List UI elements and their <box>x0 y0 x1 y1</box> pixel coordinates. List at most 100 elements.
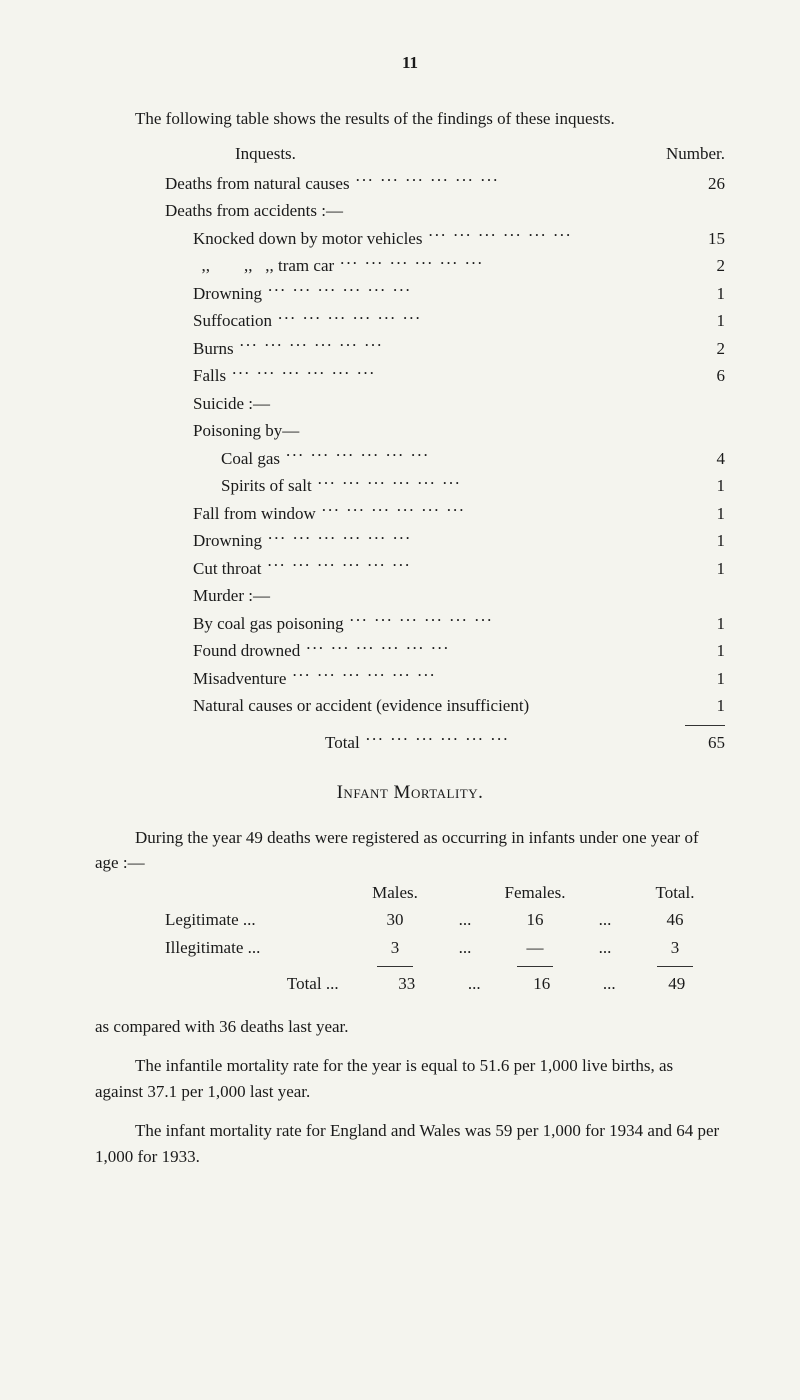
inquests-table: Inquests. Number. Deaths from natural ca… <box>95 141 725 755</box>
inquest-label: Deaths from natural causes <box>165 171 350 197</box>
inquest-row: Suffocation 1 <box>95 308 725 334</box>
inquest-row: Murder :— <box>95 583 725 609</box>
dots <box>278 309 679 326</box>
dots: ... <box>445 907 485 933</box>
infant-t: 3 <box>625 935 725 961</box>
dots: ... <box>585 935 625 961</box>
infant-heading: Infant Mortality. <box>95 779 725 808</box>
infant-f: — <box>485 935 585 961</box>
infant-total-row: Total ... 33 ... 16 ... 49 <box>165 971 725 997</box>
inquest-label: ,, ,, ,, tram car <box>193 253 334 279</box>
inquest-label: By coal gas poisoning <box>193 611 344 637</box>
inquest-row: Coal gas 4 <box>95 446 725 472</box>
dots <box>350 612 679 629</box>
dots <box>240 337 679 354</box>
inquest-num: 2 <box>685 336 725 362</box>
infant-label: Illegitimate ... <box>165 935 345 961</box>
infant-label: Legitimate ... <box>165 907 345 933</box>
inquest-row: Deaths from natural causes 26 <box>95 171 725 197</box>
total-rule <box>685 725 725 726</box>
dots: ... <box>455 971 494 997</box>
inquest-num: 1 <box>685 473 725 499</box>
inquest-label: Coal gas <box>221 446 280 472</box>
inquest-label: Suffocation <box>193 308 272 334</box>
inquest-label: Fall from window <box>193 501 316 527</box>
inquests-header: Inquests. Number. <box>95 141 725 167</box>
inquest-row: Natural causes or accident (evidence ins… <box>95 693 725 719</box>
inquest-row: Drowning 1 <box>95 281 725 307</box>
dots <box>356 172 679 189</box>
inquest-label: Drowning <box>193 528 262 554</box>
col-total: Total. <box>625 880 725 906</box>
infant-intro: During the year 49 deaths were registere… <box>95 825 725 876</box>
dots <box>318 474 679 491</box>
inquest-row: Falls6 <box>95 363 725 389</box>
dots <box>286 447 679 464</box>
dots <box>267 557 679 574</box>
dots <box>322 502 679 519</box>
inquest-num: 1 <box>685 528 725 554</box>
inquest-num: 1 <box>685 638 725 664</box>
inquest-label: Found drowned <box>193 638 300 664</box>
compared-line: as compared with 36 deaths last year. <box>95 1014 725 1040</box>
inquest-label: Natural causes or accident (evidence ins… <box>193 693 529 719</box>
inquest-row: Drowning 1 <box>95 528 725 554</box>
inquest-num: 4 <box>685 446 725 472</box>
total-m: 33 <box>359 971 455 997</box>
inquest-label: Suicide :— <box>193 391 270 417</box>
col-number: Number. <box>666 141 725 167</box>
inquest-label: Knocked down by motor vehicles <box>193 226 422 252</box>
inquest-num: 1 <box>685 501 725 527</box>
infant-t: 46 <box>625 907 725 933</box>
dots: ... <box>585 907 625 933</box>
col-females: Females. <box>485 880 585 906</box>
inquest-num: 1 <box>685 611 725 637</box>
dots <box>292 667 679 684</box>
inquest-num: 1 <box>685 308 725 334</box>
dots: ... <box>590 971 629 997</box>
dots <box>366 731 679 748</box>
inquest-row: Cut throat 1 <box>95 556 725 582</box>
inquest-num: 1 <box>685 281 725 307</box>
dots <box>340 254 679 271</box>
inquest-row: Deaths from accidents :— <box>95 198 725 224</box>
total-label: Total <box>325 730 360 756</box>
inquest-label: Cut throat <box>193 556 261 582</box>
dots <box>428 227 679 244</box>
inquest-num: 1 <box>685 693 725 719</box>
para-england-wales: The infant mortality rate for England an… <box>95 1118 725 1169</box>
infant-row: Illegitimate ...3...—...3 <box>165 935 725 961</box>
inquest-num: 1 <box>685 556 725 582</box>
col-males: Males. <box>345 880 445 906</box>
para-mortality-rate: The infantile mortality rate for the yea… <box>95 1053 725 1104</box>
inquest-row: Knocked down by motor vehicles 15 <box>95 226 725 252</box>
infant-m: 30 <box>345 907 445 933</box>
inquest-label: Falls <box>193 363 226 389</box>
inquest-row: ,, ,, ,, tram car 2 <box>95 253 725 279</box>
infant-rules <box>165 962 725 969</box>
inquest-num: 2 <box>685 253 725 279</box>
inquest-label: Poisoning by— <box>193 418 299 444</box>
inquest-label: Misadventure <box>193 666 286 692</box>
inquest-num: 26 <box>685 171 725 197</box>
total-f: 16 <box>494 971 590 997</box>
inquest-row: Burns 2 <box>95 336 725 362</box>
inquest-row: Poisoning by— <box>95 418 725 444</box>
intro-paragraph: The following table shows the results of… <box>95 106 725 132</box>
inquest-num: 1 <box>685 666 725 692</box>
inquest-num: 15 <box>685 226 725 252</box>
infant-total-label: Total ... <box>165 971 359 997</box>
dots <box>306 639 679 656</box>
page-number: 11 <box>95 50 725 76</box>
infant-row: Legitimate ...30...16...46 <box>165 907 725 933</box>
inquest-label: Burns <box>193 336 234 362</box>
dots <box>268 282 679 299</box>
dots <box>232 364 679 381</box>
infant-m: 3 <box>345 935 445 961</box>
inquest-row: Suicide :— <box>95 391 725 417</box>
inquest-label: Drowning <box>193 281 262 307</box>
inquest-row: By coal gas poisoning 1 <box>95 611 725 637</box>
inquest-label: Murder :— <box>193 583 270 609</box>
inquest-label: Spirits of salt <box>221 473 312 499</box>
total-t: 49 <box>629 971 725 997</box>
